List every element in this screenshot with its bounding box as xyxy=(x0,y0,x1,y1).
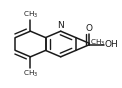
Text: O: O xyxy=(86,24,93,33)
Text: N: N xyxy=(57,21,63,30)
Text: CH$_3$: CH$_3$ xyxy=(23,9,38,20)
Text: CH$_3$: CH$_3$ xyxy=(23,68,38,79)
Text: OH: OH xyxy=(105,40,118,49)
Text: CH$_3$: CH$_3$ xyxy=(90,38,105,48)
